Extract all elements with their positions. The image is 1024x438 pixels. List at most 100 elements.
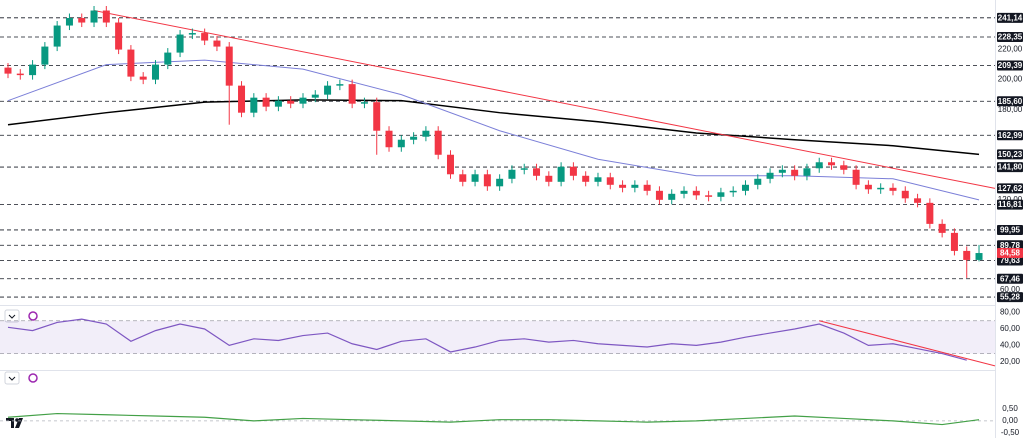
level-label-text: 162,99 (998, 131, 1023, 140)
indicator-line (7, 318, 967, 361)
candle-body (889, 187, 897, 191)
level-label (997, 224, 1023, 235)
osc-pane-controls (4, 371, 38, 385)
level-label-text: 55,28 (1000, 293, 1021, 302)
candle-body (766, 172, 774, 179)
y-tick-label: 60,00 (1000, 285, 1021, 294)
candle-body (373, 102, 381, 131)
price-marker (997, 149, 1023, 160)
candle-body (16, 73, 24, 76)
indicator-line (7, 412, 980, 426)
indicator-line (7, 59, 980, 201)
candle-body (828, 162, 836, 166)
y-tick-label: 200,00 (998, 75, 1023, 84)
candle-body (582, 175, 590, 182)
logo[interactable] (6, 418, 23, 428)
candle-body (459, 174, 467, 182)
candle-body (385, 130, 393, 148)
candle-body (815, 162, 823, 169)
chevron-icon (8, 314, 16, 319)
chevron-icon (8, 376, 16, 381)
candle-body (53, 25, 61, 47)
trend-line (819, 320, 996, 367)
candle-body (151, 64, 159, 80)
price-marker-text: 150,23 (998, 150, 1023, 159)
y-tick-label: 220,00 (998, 45, 1023, 54)
candle-body (655, 190, 663, 200)
candle-body (299, 97, 307, 104)
candle-body (791, 169, 799, 176)
candle-body (803, 168, 811, 176)
candle-body (569, 166, 577, 176)
candle-body (754, 178, 762, 185)
candle-body (741, 184, 749, 191)
candle-body (950, 232, 958, 251)
level-label (997, 96, 1023, 107)
rsi-pane-controls (4, 309, 38, 323)
price-marker (997, 183, 1023, 194)
indicator-icon[interactable] (28, 373, 38, 383)
indicator-line (93, 10, 996, 189)
level-label-text: 241,14 (998, 13, 1023, 22)
level-label-text: 141,80 (998, 163, 1023, 172)
candle-body (864, 184, 872, 190)
candle-body (410, 136, 418, 140)
candle-body (520, 168, 528, 170)
level-label (997, 162, 1023, 173)
candle-body (274, 100, 282, 107)
candle-body (901, 190, 909, 199)
candle-body (963, 250, 971, 260)
level-label (997, 240, 1023, 251)
price-marker (997, 248, 1023, 259)
collapse-button[interactable] (4, 371, 20, 385)
candle-body (619, 184, 627, 188)
candle-body (29, 64, 37, 76)
candle-body (914, 198, 922, 203)
candle-body (311, 94, 319, 98)
candle-body (78, 18, 86, 23)
collapse-button[interactable] (4, 309, 20, 323)
candle-body (606, 177, 614, 185)
candle-body (926, 202, 934, 224)
candle-body (975, 253, 983, 260)
candle-body (717, 192, 725, 197)
candle-body (139, 76, 147, 80)
logo-part (15, 418, 23, 428)
y-tick-label: 180,00 (998, 105, 1023, 114)
level-label-text: 89,78 (1000, 241, 1021, 250)
y-tick-label: 120,00 (998, 195, 1023, 204)
candle-body (348, 84, 356, 104)
candle-body (336, 84, 344, 86)
y-tick-label: 80,00 (1000, 308, 1021, 317)
rsi-band (0, 320, 995, 354)
level-label (997, 130, 1023, 141)
candle-body (692, 190, 700, 196)
indicator-icon[interactable] (28, 311, 38, 321)
candle-body (852, 169, 860, 185)
candle-body (557, 166, 565, 182)
price-marker-text: 127,62 (998, 184, 1023, 193)
candle-body (508, 169, 516, 179)
candle-body (201, 33, 209, 41)
candle-body (545, 175, 553, 182)
candle-body (422, 130, 430, 137)
candle-body (778, 169, 786, 173)
candle-body (668, 193, 676, 200)
y-tick-label: 0,50 (1002, 404, 1018, 413)
level-label (997, 32, 1023, 43)
level-label (997, 292, 1023, 303)
candle-body (176, 34, 184, 53)
candle-body (127, 49, 135, 77)
y-tick-label: 40,00 (1000, 340, 1021, 349)
candle-body (705, 195, 713, 197)
level-label-text: 99,95 (1000, 226, 1021, 235)
candle-body (238, 85, 246, 113)
candle-body (631, 184, 639, 188)
level-label-text: 79,63 (1000, 256, 1021, 265)
logo-part (6, 418, 14, 428)
price-marker-text: 84,58 (1000, 249, 1021, 258)
candle-body (496, 178, 504, 187)
y-tick-label: -0,50 (1001, 428, 1020, 437)
candle-body (250, 97, 258, 113)
candle-body (483, 174, 491, 187)
